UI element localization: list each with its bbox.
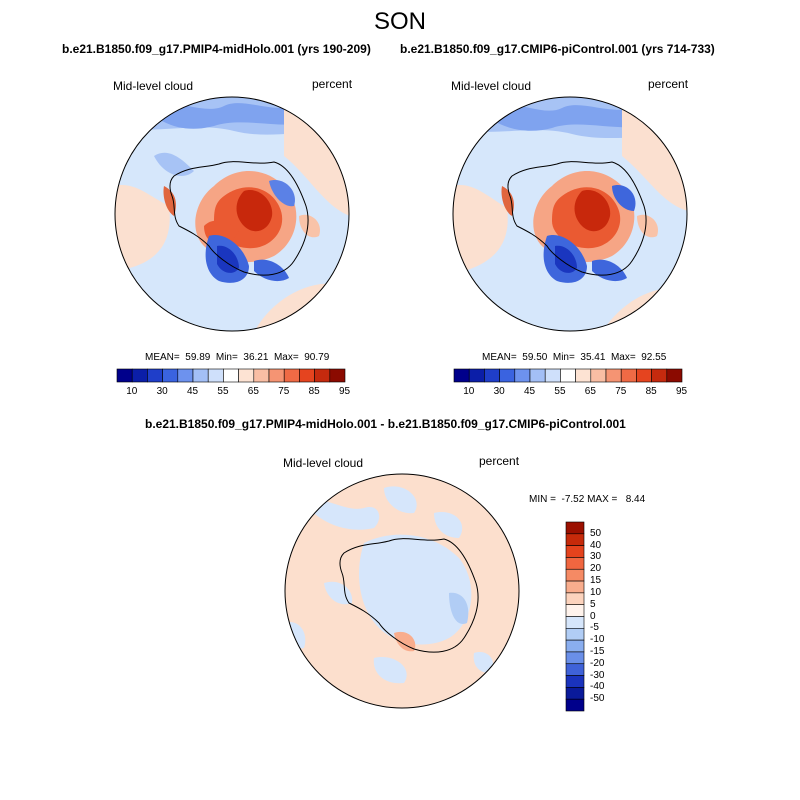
- diff-colorbar-swatch: [565, 592, 585, 605]
- diff-colorbar-swatch: [565, 639, 585, 653]
- right-polar-map: [452, 96, 688, 332]
- colorbar-swatch: [329, 368, 346, 383]
- diff-colorbar-tick-label: 5: [590, 598, 596, 610]
- colorbar-swatch: [575, 368, 592, 383]
- colorbar-swatch: [207, 368, 224, 383]
- colorbar-tick-label: 10: [126, 386, 138, 397]
- colorbar-swatch: [666, 368, 683, 383]
- colorbar-swatch: [116, 368, 133, 383]
- diff-colorbar-swatch: [565, 568, 585, 582]
- colorbar-swatch: [605, 368, 622, 383]
- colorbar-swatch: [590, 368, 607, 383]
- diff-colorbar-swatch: [565, 545, 585, 558]
- colorbar-swatch: [468, 368, 485, 383]
- diff-colorbar-swatch: [565, 521, 585, 535]
- colorbar-swatch: [636, 368, 652, 383]
- colorbar-swatch: [268, 368, 285, 383]
- diff-colorbar-swatch: [565, 675, 585, 688]
- diff-colorbar-tick-label: -10: [590, 634, 605, 646]
- diff-colorbar-swatch: [565, 580, 585, 594]
- right-colorbar-ticks: 10 30 45 55 65 75 85 95: [454, 386, 687, 398]
- difference-title: b.e21.B1850.f09_g17.PMIP4-midHolo.001 - …: [145, 417, 626, 431]
- diff-colorbar-tick-label: 40: [590, 539, 602, 551]
- colorbar-swatch: [544, 368, 561, 383]
- colorbar-tick-label: 65: [247, 386, 259, 397]
- colorbar-tick-label: 95: [339, 386, 351, 397]
- colorbar-tick-label: 85: [308, 386, 320, 397]
- diff-colorbar-tick-label: 0: [590, 610, 596, 622]
- diff-colorbar-tick-label: -15: [590, 645, 605, 657]
- colorbar-swatch: [453, 368, 470, 383]
- colorbar-swatch: [514, 368, 531, 383]
- colorbar-swatch: [223, 368, 239, 383]
- colorbar-tick-label: 65: [584, 386, 596, 397]
- colorbar-swatch: [283, 368, 300, 383]
- right-units-label: percent: [648, 77, 689, 91]
- diff-colorbar-tick-label: -30: [590, 669, 605, 681]
- diff-colorbar-swatch: [565, 628, 585, 641]
- colorbar-swatch: [314, 368, 331, 383]
- difference-colorbar-ticks: 50 40 30 20 15 10 5 0 -5 -10 -15 -20 -30 -40 -50: [590, 522, 630, 711]
- diff-colorbar-tick-label: -5: [590, 622, 599, 634]
- colorbar-tick-label: 45: [524, 386, 536, 397]
- diff-colorbar-tick-label: 50: [590, 527, 602, 539]
- right-colorbar: [453, 368, 683, 383]
- colorbar-swatch: [484, 368, 500, 383]
- diff-colorbar-tick-label: 10: [590, 586, 602, 598]
- diff-colorbar-swatch: [565, 533, 585, 546]
- colorbar-swatch: [529, 368, 546, 383]
- diff-colorbar-swatch: [565, 651, 585, 665]
- diff-colorbar-swatch: [565, 616, 585, 629]
- colorbar-tick-label: 55: [217, 386, 229, 397]
- diff-colorbar-swatch: [565, 604, 585, 617]
- diff-colorbar-tick-label: -40: [590, 681, 605, 693]
- diff-colorbar-tick-label: -20: [590, 657, 605, 669]
- colorbar-tick-label: 85: [645, 386, 657, 397]
- colorbar-tick-label: 75: [615, 386, 627, 397]
- colorbar-tick-label: 30: [156, 386, 168, 397]
- colorbar-swatch: [147, 368, 163, 383]
- colorbar-swatch: [299, 368, 315, 383]
- right-case-title: b.e21.B1850.f09_g17.CMIP6-piControl.001 …: [400, 42, 715, 56]
- diff-colorbar-swatch: [565, 687, 585, 700]
- left-colorbar-ticks: 10 30 45 55 65 75 85 95: [117, 386, 350, 398]
- diff-units-label: percent: [479, 454, 520, 468]
- colorbar-swatch: [499, 368, 516, 383]
- left-colorbar: [116, 368, 346, 383]
- colorbar-tick-label: 55: [554, 386, 566, 397]
- colorbar-swatch: [253, 368, 270, 383]
- diff-colorbar-tick-label: 15: [590, 575, 602, 587]
- right-variable-label: Mid-level cloud: [451, 79, 532, 93]
- right-stats: MEAN= 59.50 Min= 35.41 Max= 92.55: [482, 352, 667, 363]
- left-units-label: percent: [312, 77, 353, 91]
- difference-colorbar: [565, 521, 585, 712]
- left-polar-map: [114, 96, 350, 332]
- colorbar-swatch: [131, 368, 148, 383]
- colorbar-swatch: [177, 368, 194, 383]
- colorbar-swatch: [238, 368, 255, 383]
- left-stats: MEAN= 59.89 Min= 36.21 Max= 90.79: [145, 352, 330, 363]
- colorbar-swatch: [651, 368, 668, 383]
- colorbar-swatch: [560, 368, 576, 383]
- colorbar-tick-label: 30: [493, 386, 505, 397]
- diff-colorbar-tick-label: 20: [590, 563, 602, 575]
- diff-colorbar-tick-label: -50: [590, 693, 605, 705]
- colorbar-swatch: [192, 368, 209, 383]
- left-variable-label: Mid-level cloud: [113, 79, 194, 93]
- left-case-title: b.e21.B1850.f09_g17.PMIP4-midHolo.001 (y…: [62, 42, 371, 56]
- colorbar-tick-label: 75: [278, 386, 290, 397]
- diff-colorbar-swatch: [565, 698, 585, 712]
- colorbar-tick-label: 95: [676, 386, 688, 397]
- colorbar-tick-label: 45: [187, 386, 199, 397]
- diff-colorbar-swatch: [565, 557, 585, 570]
- diff-stats: MIN = -7.52 MAX = 8.44: [529, 494, 646, 505]
- diff-colorbar-tick-label: 30: [590, 551, 602, 563]
- season-title: SON: [373, 8, 426, 35]
- colorbar-swatch: [620, 368, 637, 383]
- colorbar-tick-label: 10: [463, 386, 475, 397]
- diff-variable-label: Mid-level cloud: [283, 456, 364, 470]
- diff-colorbar-swatch: [565, 663, 585, 676]
- difference-polar-map: [284, 473, 520, 709]
- colorbar-swatch: [162, 368, 179, 383]
